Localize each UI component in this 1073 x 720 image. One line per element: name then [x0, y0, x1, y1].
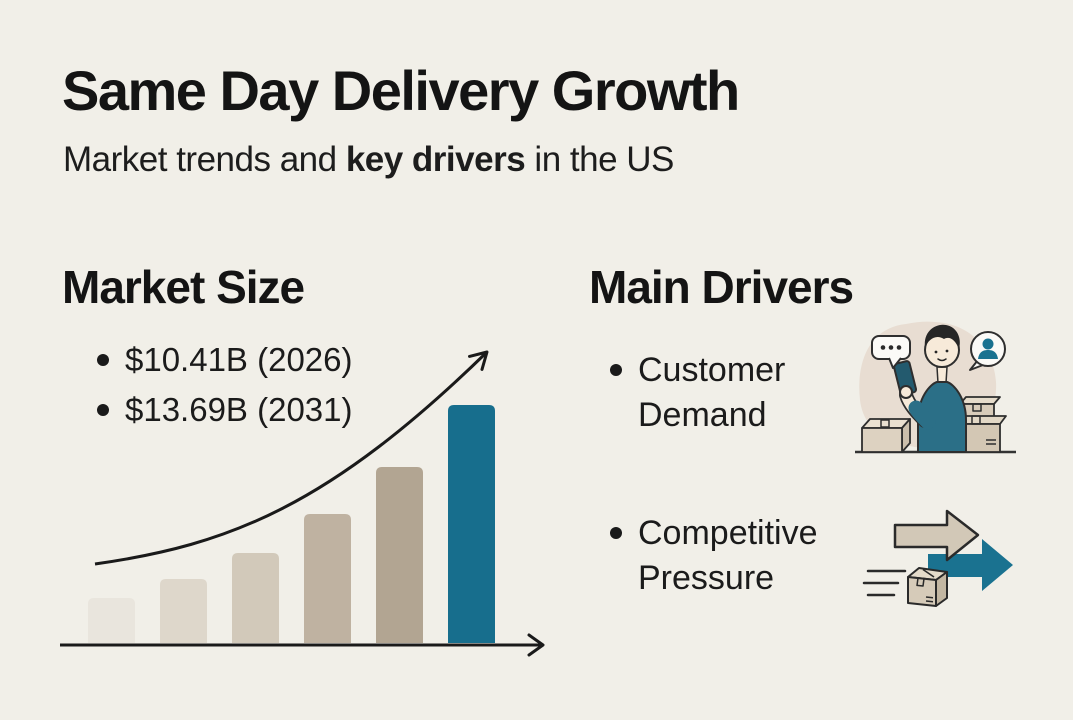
hair: [924, 324, 960, 349]
beige-arrow-icon: [893, 509, 980, 562]
speeding-package-icon: [907, 567, 948, 607]
subtitle-prefix: Market trends and: [63, 140, 346, 179]
list-item: Competitive Pressure: [610, 511, 843, 601]
bar-series: [88, 405, 495, 643]
market-bar: [232, 553, 279, 643]
trend-curve: [94, 350, 489, 566]
market-size-heading: Market Size: [62, 261, 305, 313]
subtitle-suffix: in the US: [525, 140, 674, 179]
page-title: Same Day Delivery Growth: [62, 59, 740, 122]
hand: [899, 385, 913, 399]
market-bar: [160, 579, 207, 643]
market-bar: [448, 405, 495, 643]
market-growth-bar-chart: [60, 350, 545, 657]
list-item: $10.41B (2026): [97, 341, 353, 391]
driver-customer-demand-label: Customer Demand: [638, 351, 786, 434]
competitive-pressure-illustration: [862, 509, 1013, 607]
market-value-2031: $13.69B (2031): [125, 391, 353, 428]
bullet-dot-icon: [610, 527, 622, 539]
teal-arrow-icon: [928, 539, 1013, 591]
sleeve: [908, 400, 936, 430]
speed-lines-icon: [862, 569, 907, 597]
bullet-dot-icon: [97, 354, 109, 366]
person-with-phone-icon: [893, 324, 967, 453]
page-subtitle: Market trends and key drivers in the US: [63, 140, 674, 180]
main-drivers-heading: Main Drivers: [589, 261, 854, 313]
x-axis-arrowhead-icon: [527, 633, 545, 657]
market-bar: [304, 514, 351, 643]
chat-bubble-icon: [871, 335, 911, 369]
trend-arrowhead-icon: [468, 350, 489, 371]
customer-demand-illustration: [855, 321, 1016, 454]
market-size-bullets: $10.41B (2026) $13.69B (2031): [97, 341, 353, 441]
subtitle-bold: key drivers: [345, 140, 526, 179]
market-bar: [376, 467, 423, 643]
market-value-2026: $10.41B (2026): [125, 341, 353, 378]
driver-competitive-pressure-label: Competitive Pressure: [638, 514, 818, 597]
customer-avatar-bubble-icon: [969, 331, 1006, 371]
list-item: $13.69B (2031): [97, 391, 353, 441]
bullet-dot-icon: [610, 364, 622, 376]
list-item: Customer Demand: [610, 348, 843, 438]
market-bar: [88, 598, 135, 643]
bullet-dot-icon: [97, 404, 109, 416]
package-box-icon: [861, 418, 911, 453]
